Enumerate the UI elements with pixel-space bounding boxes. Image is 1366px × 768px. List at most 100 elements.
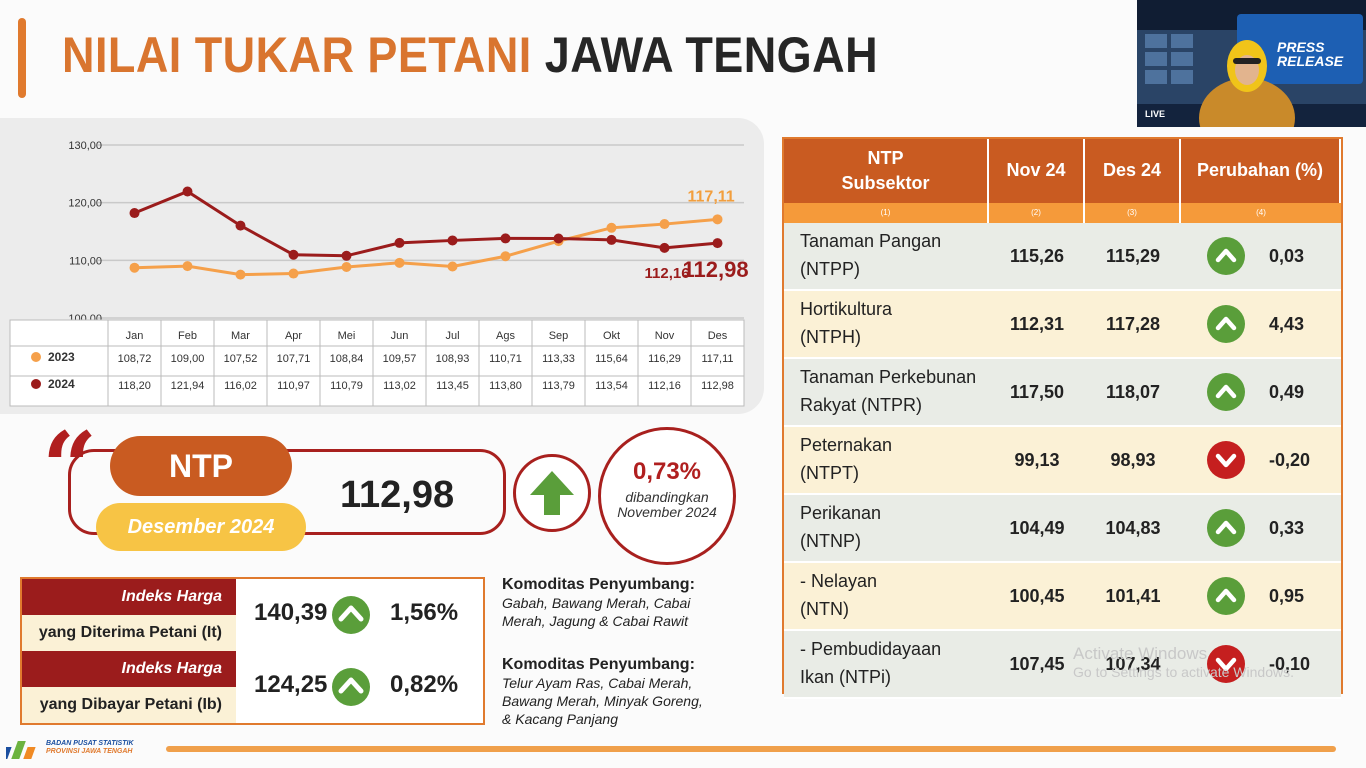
chart-data-table xyxy=(9,319,745,407)
row-change: 0,95 xyxy=(1269,585,1305,606)
komoditas-line: & Kacang Panjang xyxy=(502,711,618,728)
row-nov: 115,26 xyxy=(989,223,1085,291)
page-title: NILAI TUKAR PETANI JAWA TENGAH xyxy=(62,26,878,84)
legend-marker-2024 xyxy=(31,379,41,389)
index-label-bottom: yang Dibayar Petani (Ib) xyxy=(22,687,236,723)
table-value: 107,71 xyxy=(277,353,311,365)
row-change: -0,20 xyxy=(1269,449,1311,470)
row-change-cell: 0,33 xyxy=(1181,495,1341,563)
data-point-2023 xyxy=(288,268,299,279)
row-subsector: Peternakan (NTPT) xyxy=(784,427,989,495)
windows-watermark: Activate Windows Go to Settings to activ… xyxy=(1073,644,1294,680)
data-point-2023 xyxy=(712,214,723,225)
series-line-2023 xyxy=(134,217,718,277)
subsector-code: Ikan (NTPi) xyxy=(800,667,892,687)
banner-line1: PRESS xyxy=(1277,39,1325,55)
data-point-2024 xyxy=(235,220,246,231)
chevron-up-icon xyxy=(1207,305,1245,343)
komoditas-title: Komoditas Penyumbang: xyxy=(502,656,695,673)
subheader-3: (3) xyxy=(1085,203,1181,223)
komoditas-line: Merah, Jagung & Cabai Rawit xyxy=(502,613,688,630)
index-value: 124,25 xyxy=(254,671,328,698)
row-subsector: Tanaman Perkebunan Rakyat (NTPR) xyxy=(784,359,989,427)
row-nov: 100,45 xyxy=(989,563,1085,631)
data-point-2024 xyxy=(288,249,299,260)
data-point-2024 xyxy=(394,237,405,248)
data-point-2023 xyxy=(447,261,458,272)
chevron-up-icon xyxy=(332,596,370,639)
row-change-cell: -0,10 xyxy=(1181,631,1341,699)
subsector-code: (NTPP) xyxy=(800,259,860,279)
table-value: 108,72 xyxy=(118,353,152,365)
data-point-2024 xyxy=(659,242,670,253)
index-label-top: Indeks Harga xyxy=(22,579,236,615)
price-index-box: Indeks Harga yang Diterima Petani (It) 1… xyxy=(20,577,485,725)
subsector-code: (NTPT) xyxy=(800,463,859,483)
header-des: Des 24 xyxy=(1085,139,1181,203)
org-line1: BADAN PUSAT STATISTIK xyxy=(46,740,134,747)
row-subsector: Hortikultura (NTPH) xyxy=(784,291,989,359)
table-value: 112,98 xyxy=(701,380,734,392)
data-point-2024 xyxy=(500,233,511,244)
series-line-2024 xyxy=(133,189,718,258)
table-value: 108,93 xyxy=(436,353,470,365)
x-tick-label: Ags xyxy=(496,330,515,342)
table-value: 113,02 xyxy=(383,380,416,392)
table-value: 112,16 xyxy=(648,380,681,392)
legend-marker-2023 xyxy=(31,352,41,362)
row-change: 0,33 xyxy=(1269,517,1305,538)
ntp-period: Desember 2024 xyxy=(96,503,306,551)
subsector-name: Tanaman Perkebunan xyxy=(800,367,977,388)
header-perubahan: Perubahan (%) xyxy=(1181,139,1341,203)
table-value: 118,20 xyxy=(118,380,151,392)
index-label-top: Indeks Harga xyxy=(22,651,236,687)
row-subsector: Tanaman Pangan (NTPP) xyxy=(784,223,989,291)
row-change-cell: -0,20 xyxy=(1181,427,1341,495)
table-value: 109,00 xyxy=(171,353,205,365)
table-value: 110,71 xyxy=(489,353,522,365)
subsector-code: Rakyat (NTPR) xyxy=(800,395,923,415)
ntp-value: 112,98 xyxy=(340,474,455,516)
table-value: 116,29 xyxy=(648,353,681,365)
subsector-name: Peternakan xyxy=(800,435,893,456)
komoditas-line: Gabah, Bawang Merah, Cabai xyxy=(502,595,691,611)
x-tick-label: Apr xyxy=(285,330,302,342)
data-point-2024 xyxy=(712,238,723,249)
x-tick-label: Mar xyxy=(231,330,250,342)
title-part1: NILAI TUKAR PETANI xyxy=(62,27,532,83)
row-change: 0,03 xyxy=(1269,245,1305,266)
row-change-cell: 0,95 xyxy=(1181,563,1341,631)
x-tick-label: Feb xyxy=(178,330,197,342)
table-value: 109,57 xyxy=(383,353,417,365)
x-tick-label: Mei xyxy=(338,330,356,342)
bps-org-name: BADAN PUSAT STATISTIK PROVINSI JAWA TENG… xyxy=(46,740,134,756)
webcam-banner: PRESS RELEASE xyxy=(1277,40,1343,68)
chevron-up-icon xyxy=(1207,577,1245,615)
data-point-2023 xyxy=(129,262,140,273)
row-change: -0,10 xyxy=(1269,653,1311,674)
data-point-2023 xyxy=(606,222,617,233)
data-point-2024 xyxy=(182,186,193,197)
row-des: 104,83 xyxy=(1085,495,1181,563)
footer-line xyxy=(166,746,1336,752)
row-des: 118,07 xyxy=(1085,359,1181,427)
data-point-2023 xyxy=(341,262,352,273)
bps-logo-icon xyxy=(0,735,44,768)
komoditas-line: Bawang Merah, Minyak Goreng, xyxy=(502,693,703,710)
data-point-2024 xyxy=(447,235,458,246)
data-point-2024 xyxy=(553,233,564,244)
data-point-2024 xyxy=(341,250,352,261)
x-tick-label: Jul xyxy=(445,330,459,342)
row-change-cell: 4,43 xyxy=(1181,291,1341,359)
ntp-change-value: 0,73% xyxy=(632,458,702,485)
subheader-1: (1) xyxy=(784,203,989,223)
index-label-ib: Indeks Harga yang Dibayar Petani (Ib) xyxy=(22,651,236,723)
ntp-subsector-table: NTP Subsektor Nov 24 Des 24 Perubahan (%)… xyxy=(782,137,1343,699)
data-label-2024-nov: 112,16 xyxy=(645,265,690,282)
index-row-it: Indeks Harga yang Diterima Petani (It) 1… xyxy=(22,579,483,651)
title-part2: JAWA TENGAH xyxy=(544,27,879,83)
komoditas-it: Komoditas Penyumbang: Gabah, Bawang Mera… xyxy=(502,576,695,630)
header-nov: Nov 24 xyxy=(989,139,1085,203)
x-tick-label: Jan xyxy=(126,330,144,342)
row-subsector: - Nelayan (NTN) xyxy=(784,563,989,631)
